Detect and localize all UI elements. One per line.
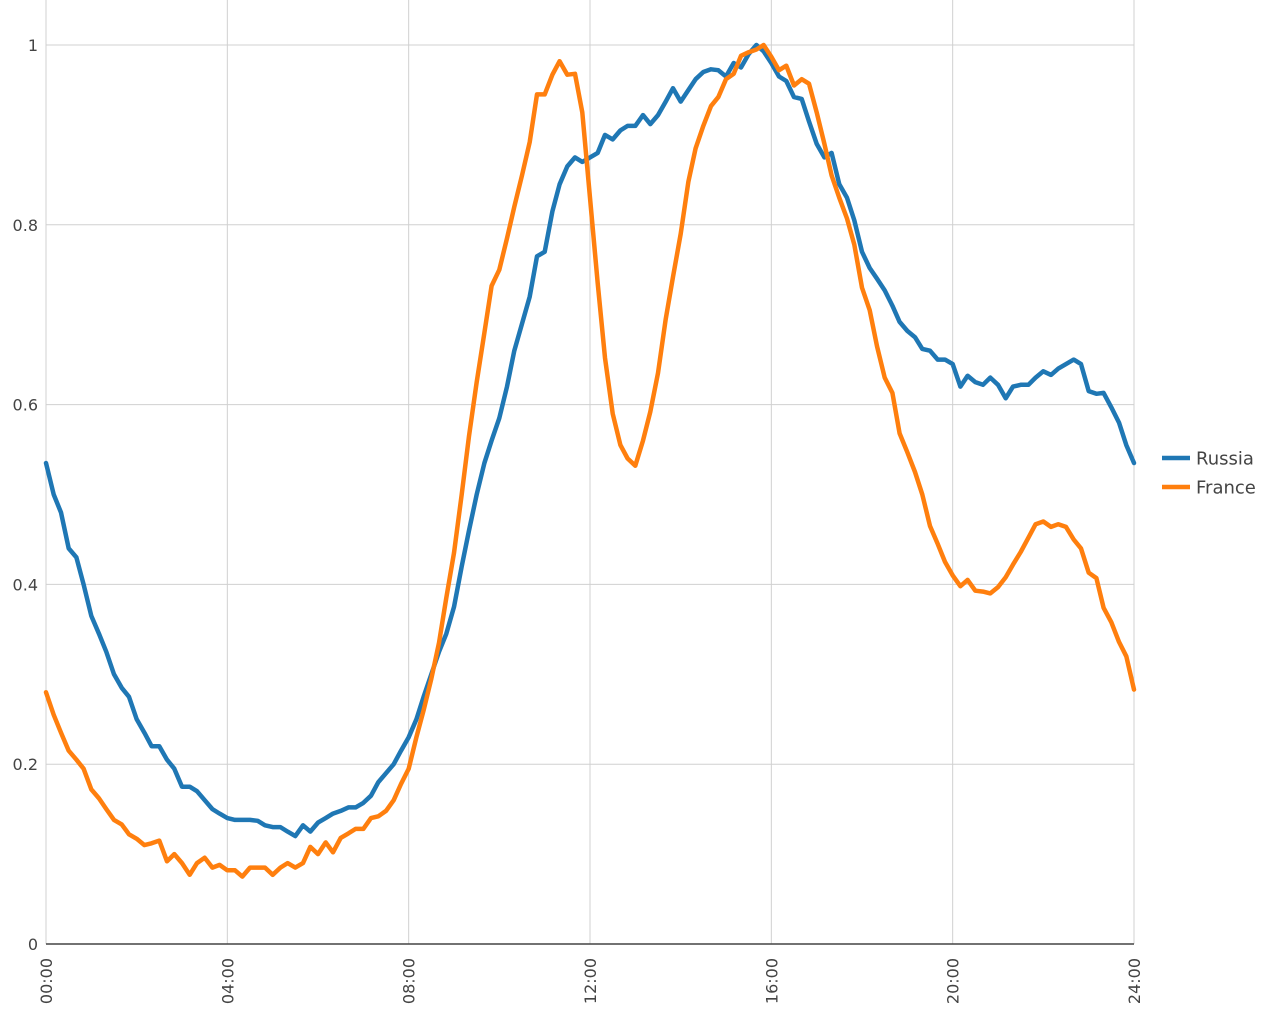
x-tick-label: 20:00 [944, 958, 963, 1004]
plot-area [43, 42, 1137, 879]
legend-label-france[interactable]: France [1196, 478, 1256, 499]
x-tick-label: 04:00 [218, 958, 237, 1004]
x-tick-label: 08:00 [400, 958, 419, 1004]
x-tick-label: 00:00 [37, 958, 56, 1004]
y-tick-label: 0.4 [13, 575, 38, 594]
legend: Russia France [1162, 449, 1256, 499]
grid [45, 0, 1135, 944]
x-tick-label: 24:00 [1125, 958, 1144, 1004]
series-line-russia [43, 42, 1137, 839]
y-tick-label: 0.6 [13, 396, 38, 415]
series-line-france [43, 42, 1137, 879]
y-tick-label: 1 [28, 36, 38, 55]
legend-label-russia[interactable]: Russia [1196, 449, 1254, 470]
y-tick-label: 0.8 [13, 216, 38, 235]
y-tick-label: 0 [28, 935, 38, 954]
axes: 0 0.2 0.4 0.6 0.8 1 00:00 04:00 08:00 12:00 16:00 2… [13, 36, 1144, 1004]
y-tick-label: 0.2 [13, 755, 38, 774]
x-tick-label: 12:00 [581, 958, 600, 1004]
x-tick-label: 16:00 [762, 958, 781, 1004]
